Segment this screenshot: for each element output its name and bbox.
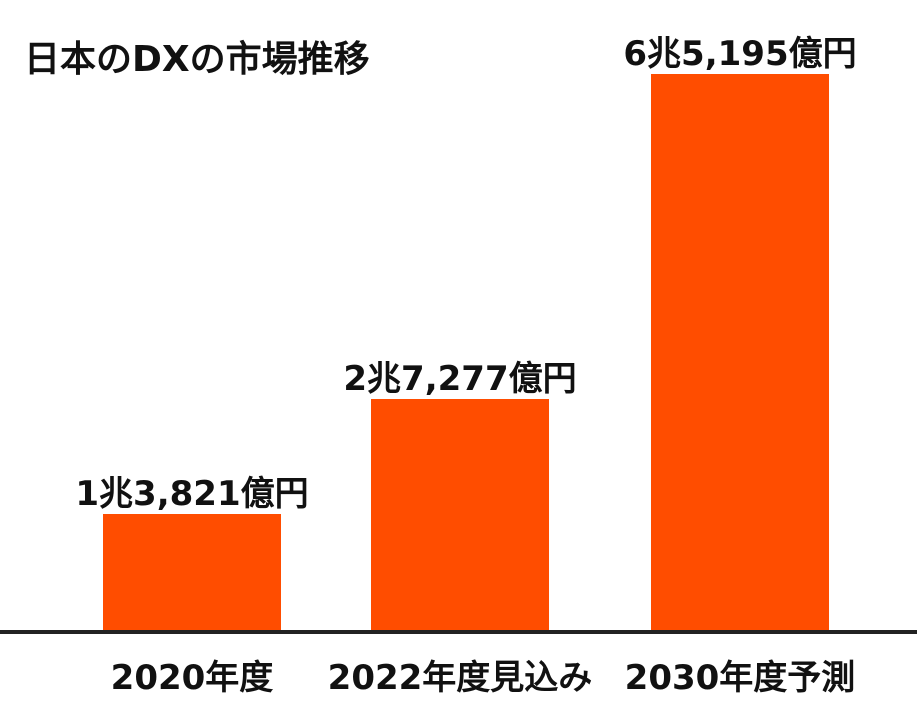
chart-title: 日本のDXの市場推移 bbox=[24, 39, 370, 80]
value-label-1: 1兆3,821億円 bbox=[75, 473, 309, 514]
bar-3 bbox=[651, 74, 829, 632]
value-label-2: 2兆7,277億円 bbox=[343, 358, 577, 399]
category-label-3: 2030年度予測 bbox=[624, 658, 856, 698]
bar-2 bbox=[371, 398, 549, 632]
x-axis-line bbox=[0, 630, 917, 634]
bar-1 bbox=[103, 513, 281, 632]
category-label-2: 2022年度見込み bbox=[327, 658, 593, 698]
value-label-3: 6兆5,195億円 bbox=[623, 34, 857, 74]
category-label-1: 2020年度 bbox=[110, 658, 274, 698]
